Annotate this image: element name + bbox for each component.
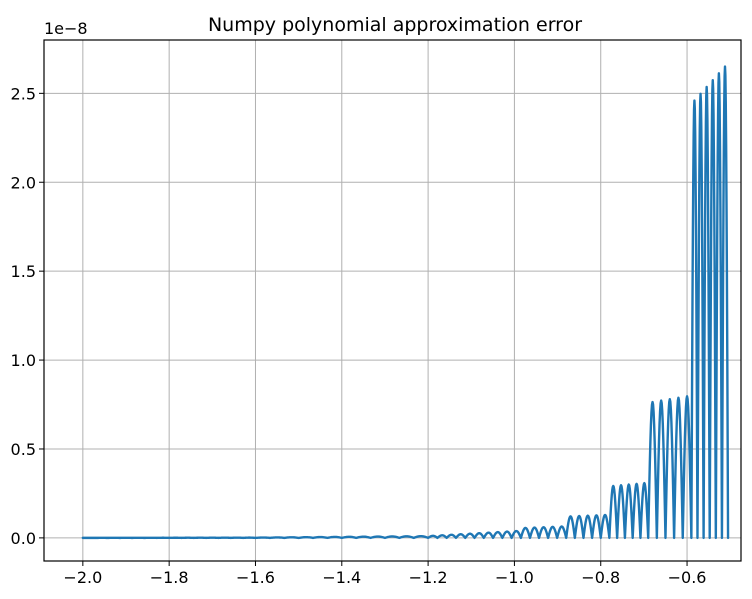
x-tick-label: −1.4 bbox=[322, 568, 361, 587]
chart-title: Numpy polynomial approximation error bbox=[208, 14, 582, 36]
x-tick-label: −1.6 bbox=[236, 568, 275, 587]
y-tick-label: 0.5 bbox=[11, 440, 36, 459]
x-tick-label: −1.0 bbox=[495, 568, 534, 587]
error-series-line bbox=[81, 65, 730, 540]
y-axis-ticks: 0.0 0.5 1.0 1.5 2.0 2.5 bbox=[11, 84, 44, 548]
y-tick-label: 0.0 bbox=[11, 529, 36, 548]
x-tick-label: −1.2 bbox=[409, 568, 448, 587]
x-tick-label: −0.8 bbox=[581, 568, 620, 587]
x-tick-label: −0.6 bbox=[668, 568, 707, 587]
x-axis-ticks: −2.0 −1.8 −1.6 −1.4 −1.2 −1.0 −0.8 −0.6 bbox=[63, 561, 706, 587]
y-tick-label: 2.0 bbox=[11, 173, 36, 192]
x-gridlines bbox=[82, 40, 688, 561]
y-tick-label: 2.5 bbox=[11, 84, 36, 103]
y-tick-label: 1.0 bbox=[11, 351, 36, 370]
plot-background bbox=[44, 40, 741, 561]
x-tick-label: −2.0 bbox=[63, 568, 102, 587]
plot-frame bbox=[43, 39, 742, 562]
x-tick-label: −1.8 bbox=[150, 568, 189, 587]
y-axis-offset-label: 1e−8 bbox=[44, 19, 88, 38]
y-tick-label: 1.5 bbox=[11, 262, 36, 281]
